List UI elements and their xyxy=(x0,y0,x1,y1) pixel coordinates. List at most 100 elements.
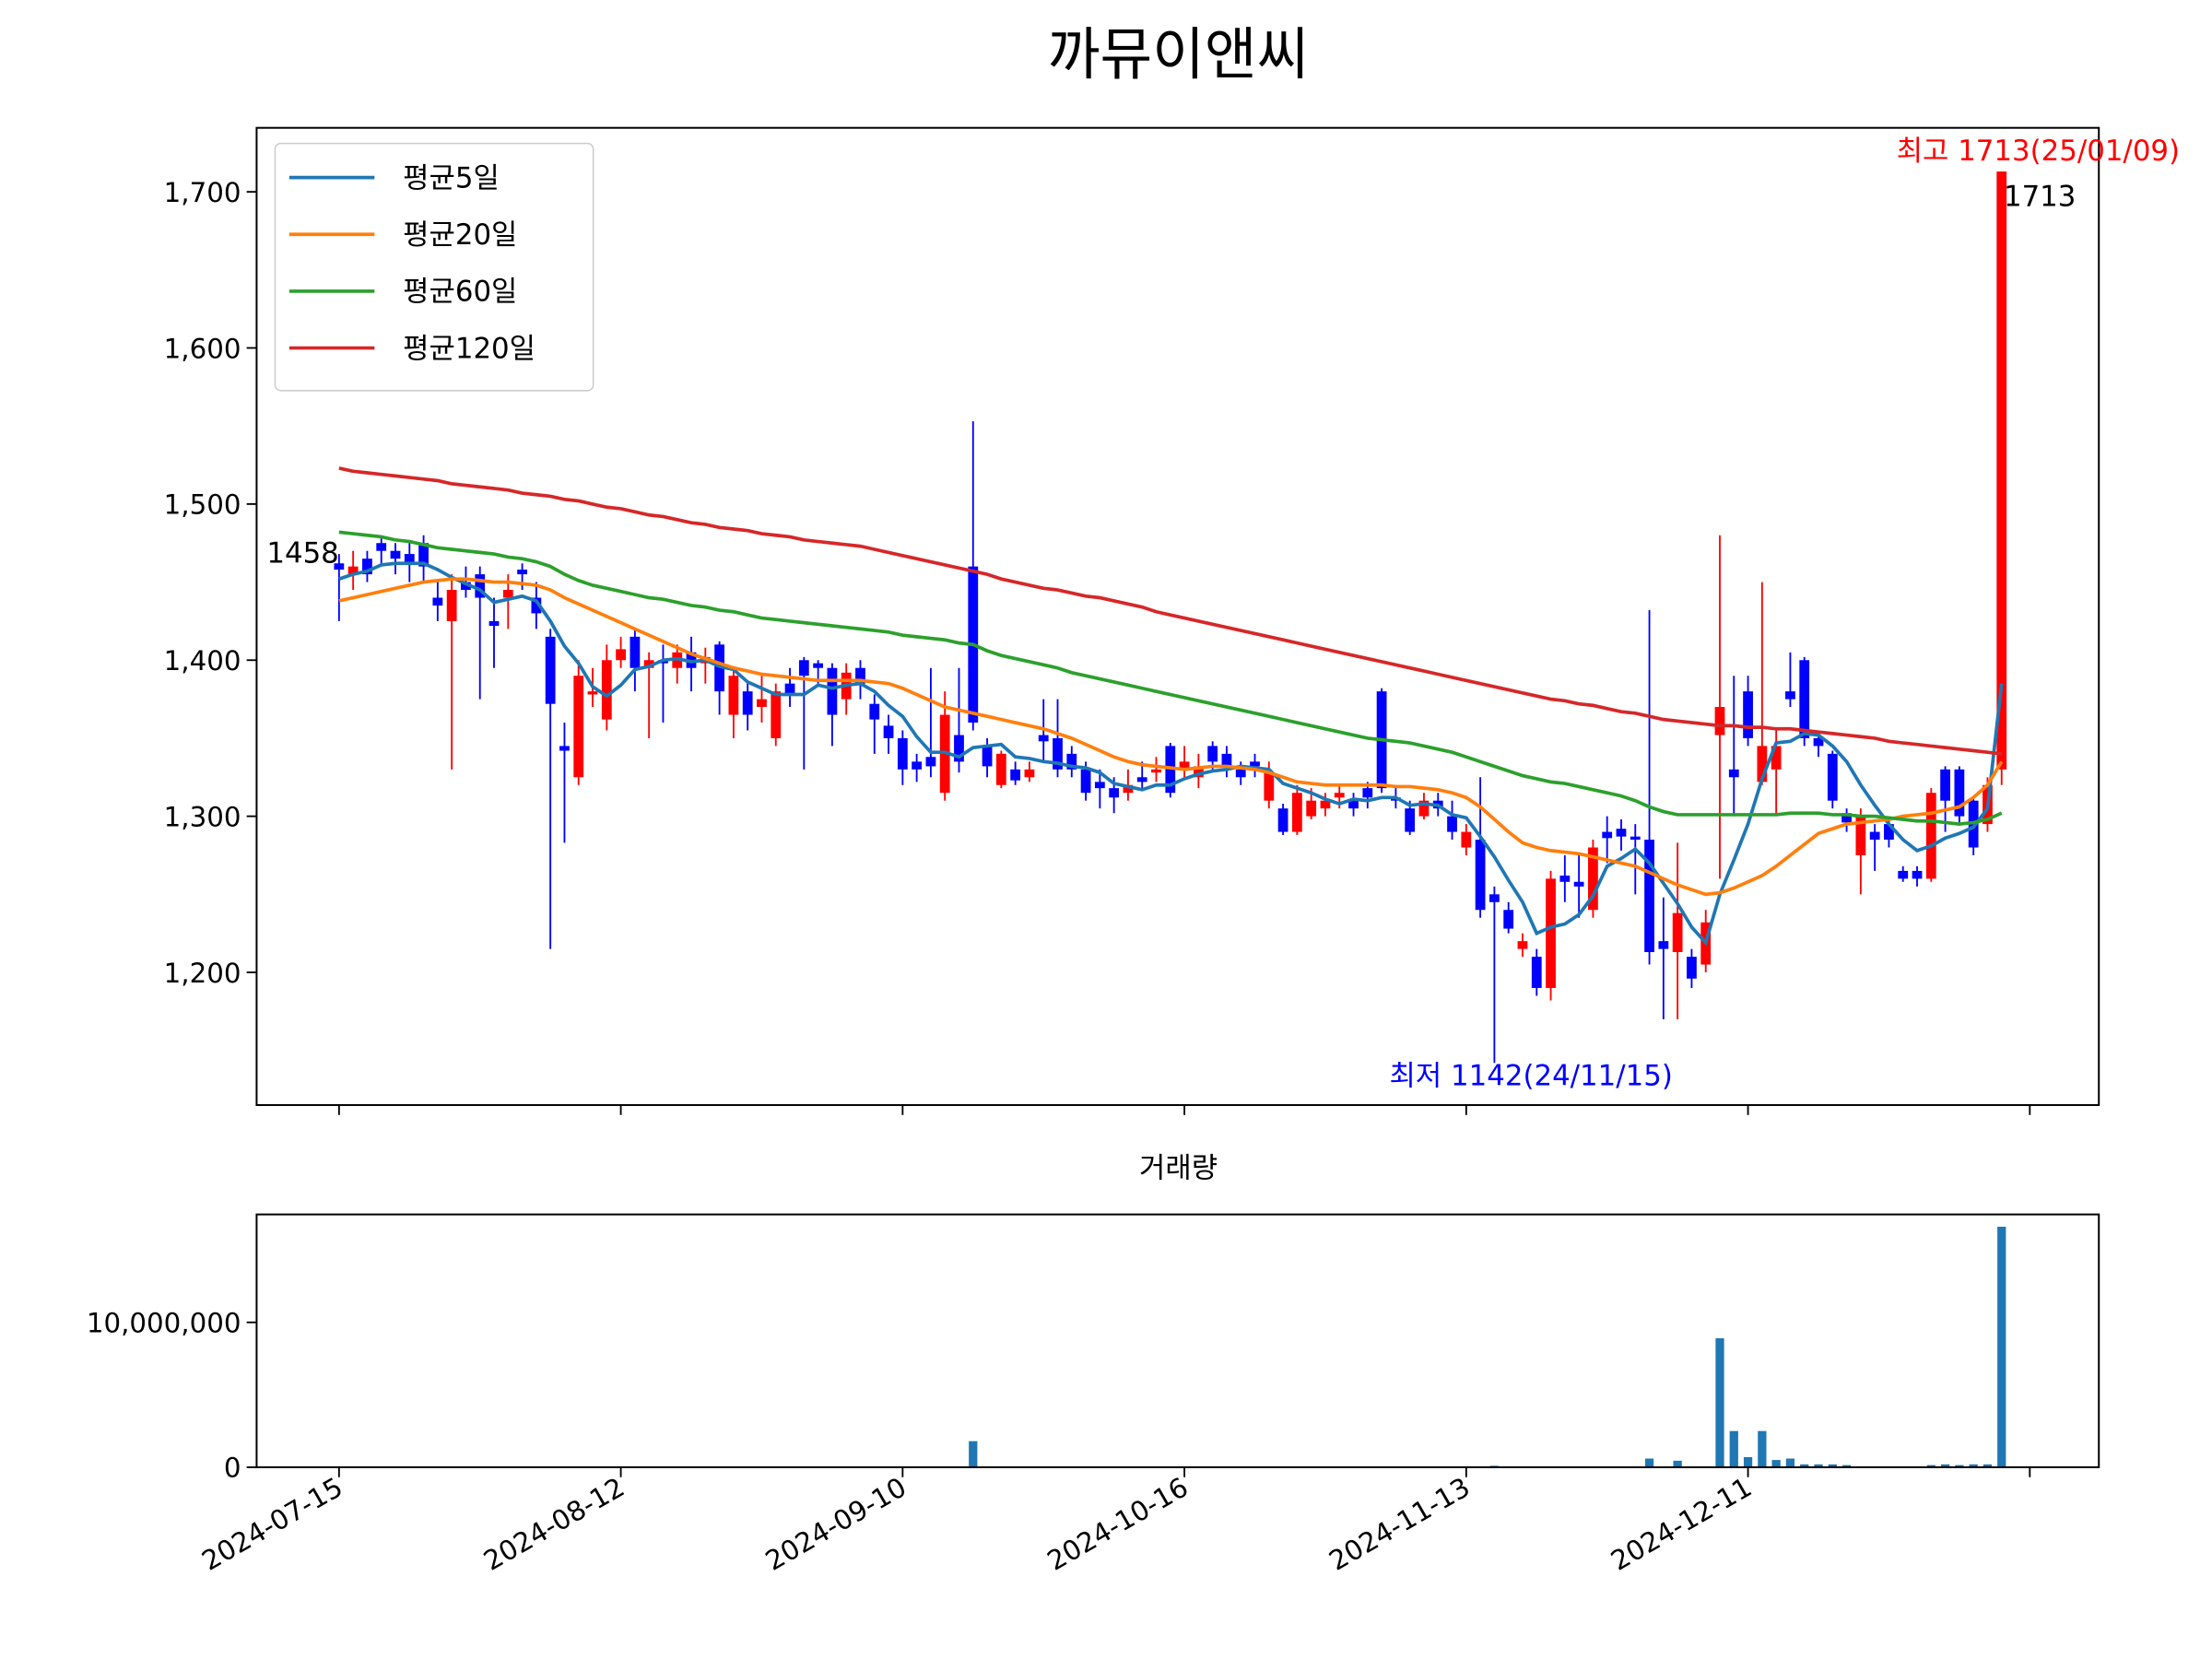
volume-bar xyxy=(1785,1458,1795,1467)
candle-body xyxy=(742,691,753,715)
candle-body xyxy=(376,543,387,551)
candle-body xyxy=(1136,777,1147,782)
volume-bar xyxy=(1997,1226,2006,1467)
candle-body xyxy=(1250,761,1260,767)
candle-body xyxy=(869,703,880,720)
volume-bar xyxy=(1814,1464,1823,1467)
ma-line xyxy=(338,466,2002,756)
high-annotation: 최고 1713(25/01/09) xyxy=(1897,135,2180,168)
candle-body xyxy=(912,761,923,770)
candle-body xyxy=(995,753,1006,785)
candle-body xyxy=(1475,840,1486,911)
candle-body xyxy=(1151,769,1161,773)
candle-body xyxy=(1277,808,1288,832)
candle-body xyxy=(1996,171,2007,770)
candle-body xyxy=(347,566,359,575)
candle-body xyxy=(404,554,415,564)
volume-bar xyxy=(1758,1430,1767,1467)
candle-body xyxy=(1827,753,1838,801)
volume-bar xyxy=(1955,1465,1964,1467)
candle-body xyxy=(629,636,641,668)
ma-line xyxy=(338,530,2003,826)
candle-body xyxy=(883,725,894,738)
candle-body xyxy=(1348,800,1359,809)
candle-body xyxy=(1531,957,1542,988)
volume-bar xyxy=(1729,1430,1738,1467)
candle-body xyxy=(1785,691,1795,700)
candle-body xyxy=(1461,831,1472,848)
axes-frame xyxy=(255,126,2100,1106)
candle-body xyxy=(587,691,598,695)
candle-body xyxy=(1080,769,1091,794)
candle-body xyxy=(517,570,527,575)
volume-bar xyxy=(1983,1464,1993,1467)
y-tick-label: 1,400 xyxy=(164,645,241,677)
candle-body xyxy=(1714,707,1725,735)
candle-body xyxy=(559,746,570,751)
candle-body xyxy=(982,746,993,767)
legend-label: 평균20일 xyxy=(403,218,517,252)
legend-label: 평균5일 xyxy=(403,161,500,194)
candle-body xyxy=(897,737,908,770)
candle-body xyxy=(1291,793,1302,832)
candle-body xyxy=(1094,782,1105,789)
candle-body xyxy=(1334,793,1345,798)
candle-body xyxy=(771,691,782,738)
candle-body xyxy=(757,699,767,708)
volume-bar xyxy=(969,1441,978,1467)
candle-body xyxy=(728,676,739,715)
y-tick-label: 1,500 xyxy=(164,489,241,521)
candle-body xyxy=(1855,816,1866,855)
candle-body xyxy=(1320,800,1331,809)
candle-body xyxy=(784,683,795,695)
candle-body xyxy=(827,667,838,715)
candle-body xyxy=(1024,769,1035,778)
y-tick-label: 0 xyxy=(224,1453,241,1484)
candle-body xyxy=(475,574,486,598)
volume-bar xyxy=(1926,1465,1936,1467)
y-tick-label: 1,700 xyxy=(164,177,241,208)
candle-body xyxy=(1264,772,1275,801)
candle-body xyxy=(1869,831,1880,841)
candle-body xyxy=(1771,746,1782,770)
candle-body xyxy=(1038,735,1049,742)
candle-body xyxy=(1053,737,1063,770)
candle-body xyxy=(1306,800,1317,817)
first-close-label: 1458 xyxy=(266,536,338,570)
candle-body xyxy=(1687,957,1697,979)
last-close-label: 1713 xyxy=(2004,180,2076,213)
y-tick-label: 1,600 xyxy=(164,333,241,364)
candle-body xyxy=(1517,941,1528,949)
candle-body xyxy=(1179,761,1190,770)
candle-body xyxy=(1912,870,1923,879)
volume-bar xyxy=(1743,1456,1753,1467)
candle-body xyxy=(1418,800,1430,817)
legend-box xyxy=(274,142,594,392)
ma-line xyxy=(338,561,2004,947)
candle-body xyxy=(432,597,443,606)
candle-body xyxy=(1630,836,1641,841)
candle-body xyxy=(390,550,401,559)
candle-body xyxy=(1813,737,1824,747)
volume-bar xyxy=(1940,1464,1950,1467)
candle-body xyxy=(855,667,865,684)
candle-body xyxy=(1644,840,1654,952)
legend-label: 평균120일 xyxy=(403,332,535,365)
candle-body xyxy=(1503,910,1514,929)
volume-bar xyxy=(1644,1458,1654,1467)
volume-bar xyxy=(1673,1460,1682,1467)
candle-body xyxy=(488,620,500,626)
candle-body xyxy=(1925,793,1936,879)
candle-body xyxy=(616,649,626,661)
volume-bar xyxy=(1969,1464,1978,1467)
volume-bar xyxy=(1841,1465,1852,1467)
candle-body xyxy=(1884,824,1894,841)
y-tick-label: 10,000,000 xyxy=(87,1308,241,1339)
candle-body xyxy=(925,757,936,767)
candle-body xyxy=(1109,788,1120,798)
candle-body xyxy=(573,676,584,778)
candle-body xyxy=(1954,769,1965,817)
